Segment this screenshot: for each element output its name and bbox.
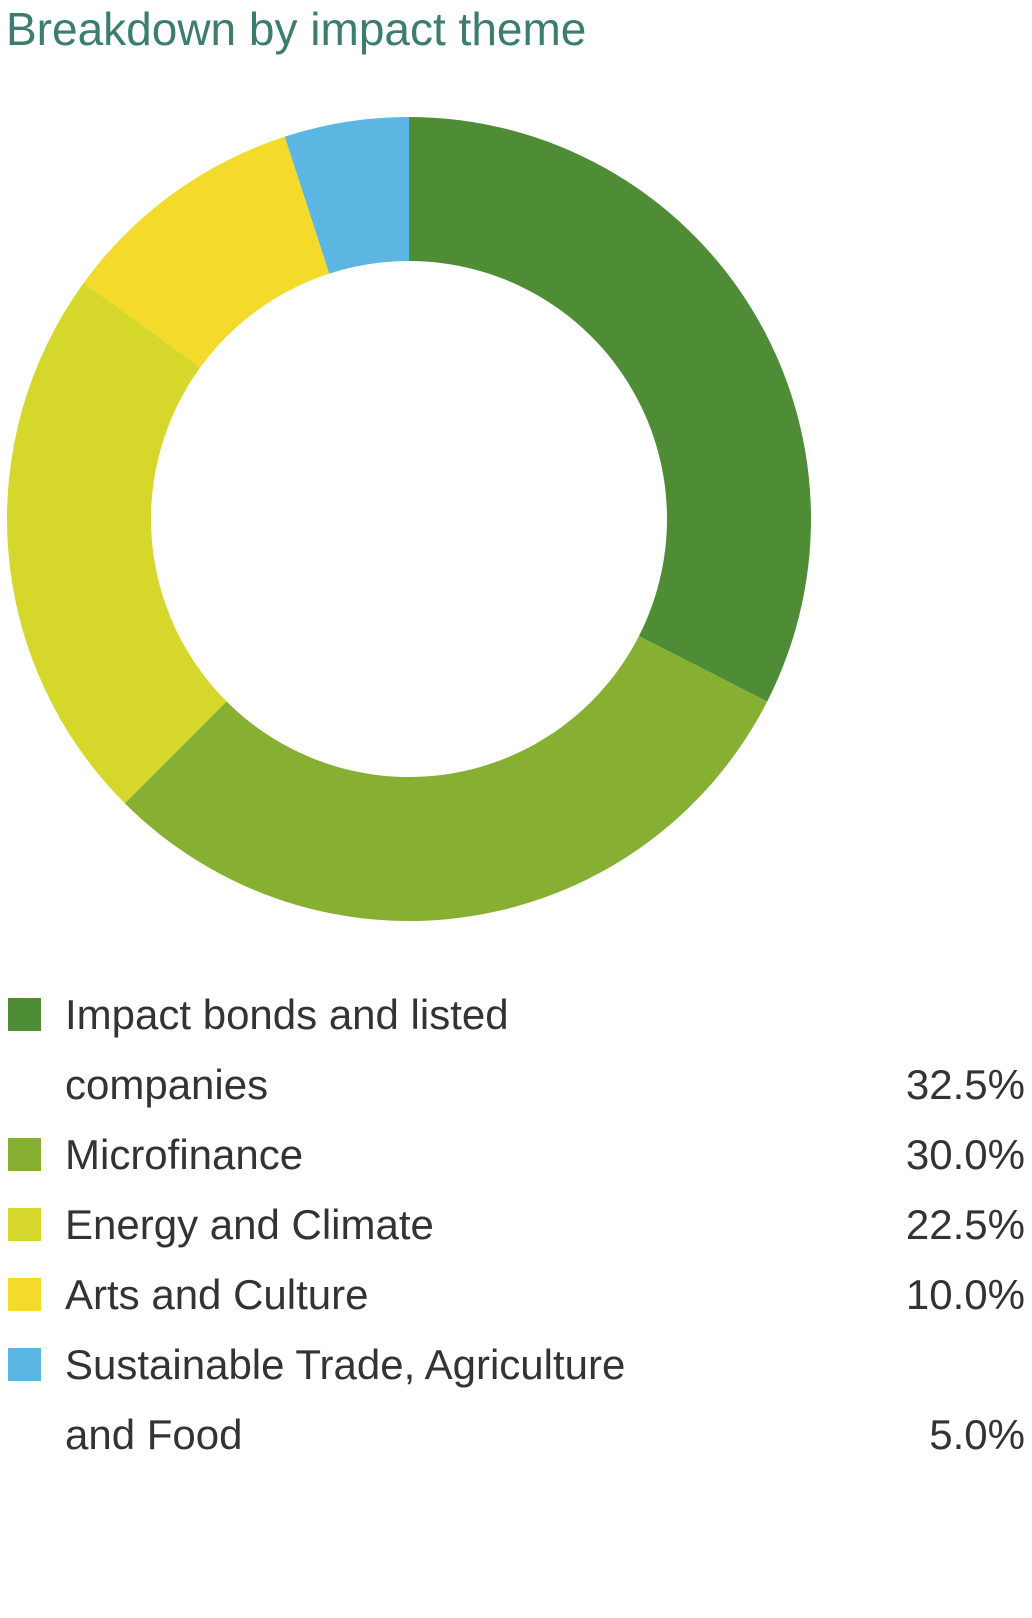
legend-swatch: [8, 998, 41, 1031]
value-label: 22.5%: [905, 1201, 1025, 1248]
value-label: 32.5%: [905, 1061, 1025, 1108]
legend-item: Impact bonds and listed companies 32.5%: [8, 980, 1025, 1120]
legend-item: Sustainable Trade, Agriculture and Food 5…: [8, 1330, 1025, 1470]
value-label: 5.0%: [929, 1411, 1025, 1458]
donut-slice: [7, 282, 227, 804]
donut-slice: [124, 636, 768, 921]
value-label: 10.0%: [905, 1271, 1025, 1318]
donut-chart: [7, 117, 812, 921]
value-label: 30.0%: [905, 1131, 1025, 1178]
legend-swatch: [8, 1138, 41, 1171]
legend-label: Energy and Climate: [65, 1201, 434, 1248]
legend-item: Microfinance 30.0%: [8, 1120, 1025, 1190]
legend-swatch: [8, 1348, 41, 1381]
legend-label: Arts and Culture: [65, 1271, 369, 1318]
legend-swatch: [8, 1278, 41, 1311]
legend-label: Sustainable Trade, Agriculture and Food: [65, 1341, 626, 1458]
chart-title: Breakdown by impact theme: [6, 3, 587, 55]
legend-swatch: [8, 1208, 41, 1241]
donut-slice: [284, 117, 409, 274]
donut-slice: [83, 136, 330, 368]
legend-item: Arts and Culture 10.0%: [8, 1260, 1025, 1330]
legend-item: Energy and Climate 22.5%: [8, 1190, 1025, 1260]
legend: Impact bonds and listed companies 32.5% Mi…: [8, 980, 1025, 1470]
donut-slice: [409, 117, 812, 702]
legend-label: Microfinance: [65, 1131, 304, 1178]
legend-label: Impact bonds and listed companies: [65, 991, 509, 1108]
